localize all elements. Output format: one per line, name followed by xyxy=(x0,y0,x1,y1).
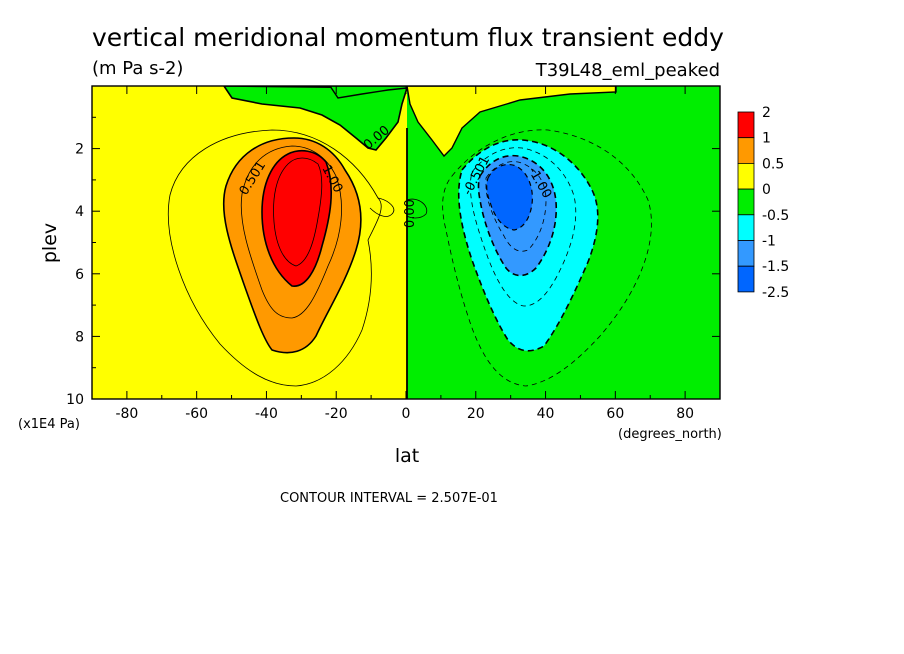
y-units-label: (x1E4 Pa) xyxy=(18,417,80,432)
contour-neg-0.75 xyxy=(470,147,577,307)
x-tick-label: -80 xyxy=(115,406,138,422)
colorbar-label: 1 xyxy=(762,131,771,147)
contour-neg-0.25 xyxy=(442,129,652,387)
colorbar-swatch xyxy=(737,214,755,241)
x-tick-label: 80 xyxy=(676,406,694,422)
x-axis: -80 -60 -40 -20 0 20 40 60 80 xyxy=(91,86,721,422)
colorbar-swatch xyxy=(737,111,755,139)
x-axis-label: lat xyxy=(395,445,419,467)
colorbar-label: 2 xyxy=(762,105,771,121)
colorbar-swatch xyxy=(737,188,755,216)
colorbar-label: 0.5 xyxy=(762,156,784,172)
x-tick-label: 0 xyxy=(402,406,411,422)
colorbar-swatch xyxy=(737,162,755,190)
upper-negative-region xyxy=(223,86,409,151)
y-axis-label: plev xyxy=(39,223,61,263)
contour-pos-1.0 xyxy=(261,149,333,287)
colorbar-label: -1 xyxy=(762,234,776,250)
y-axis: 2 4 6 8 10 xyxy=(66,116,720,408)
contour-neg-1.25 xyxy=(485,161,547,252)
contour-neg-1.5 xyxy=(486,163,533,231)
contour-interval-label: CONTOUR INTERVAL = 2.507E-01 xyxy=(280,491,498,506)
x-tick-label: -40 xyxy=(255,406,278,422)
contour-pos-0.25 xyxy=(167,129,382,387)
upper-positive-wedge xyxy=(406,86,617,158)
upper-negative-region-2 xyxy=(329,86,408,99)
colorbar-label: 0 xyxy=(762,182,771,198)
zero-contour-wiggle xyxy=(406,198,428,219)
y-tick-label: 6 xyxy=(75,267,84,283)
chart-units: (m Pa s-2) xyxy=(92,58,183,79)
colorbar-label: -2.5 xyxy=(762,285,789,301)
contour-pos-1.25 xyxy=(273,157,323,267)
y-tick-label: 10 xyxy=(66,392,84,408)
x-tick-label: -20 xyxy=(325,406,348,422)
colorbar: 2 1 0.5 0 -0.5 -1 -1.5 -2.5 xyxy=(737,105,789,301)
contour-label: 0.00 xyxy=(403,199,418,228)
contour-pos-0.75 xyxy=(240,145,342,319)
chart-title: vertical meridional momentum flux transi… xyxy=(92,23,724,52)
x-tick-label: 20 xyxy=(467,406,485,422)
colorbar-swatch xyxy=(737,240,755,267)
x-units-label: (degrees_north) xyxy=(618,427,722,442)
x-tick-label: 40 xyxy=(537,406,555,422)
colorbar-label: -1.5 xyxy=(762,259,789,275)
colorbar-label: -0.5 xyxy=(762,208,789,224)
colorbar-swatch xyxy=(737,265,755,293)
plot-area: 0.501 1.00 0.00 0.00 -0.501 -1.00 xyxy=(92,86,720,399)
y-tick-label: 8 xyxy=(75,329,84,345)
x-tick-label: 60 xyxy=(606,406,624,422)
run-label: T39L48_eml_peaked xyxy=(535,60,720,81)
zero-contour-wiggle-2 xyxy=(369,197,395,217)
colorbar-swatch xyxy=(737,137,755,164)
x-tick-label: -60 xyxy=(185,406,208,422)
y-tick-label: 4 xyxy=(75,204,84,220)
y-tick-label: 2 xyxy=(75,142,84,158)
